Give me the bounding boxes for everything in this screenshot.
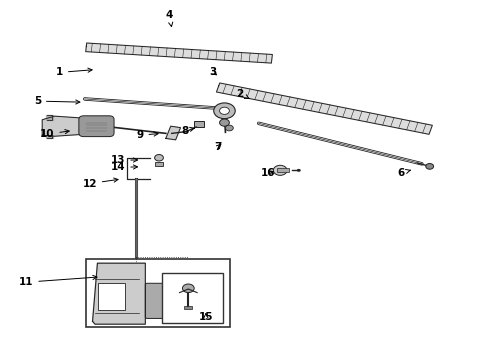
Bar <box>98 283 125 310</box>
Polygon shape <box>166 126 180 140</box>
Polygon shape <box>42 116 88 136</box>
Polygon shape <box>93 263 146 324</box>
Text: 9: 9 <box>136 130 158 140</box>
Circle shape <box>273 165 287 175</box>
Polygon shape <box>46 135 53 138</box>
Circle shape <box>220 107 229 114</box>
Polygon shape <box>86 43 272 63</box>
Text: 1: 1 <box>56 67 92 77</box>
Bar <box>194 121 204 127</box>
Circle shape <box>220 119 229 126</box>
Text: 12: 12 <box>82 178 118 189</box>
Text: 10: 10 <box>40 129 69 139</box>
Text: 13: 13 <box>111 155 138 165</box>
Text: 2: 2 <box>237 89 249 99</box>
Bar <box>277 168 289 172</box>
Circle shape <box>182 284 194 293</box>
Circle shape <box>426 163 434 169</box>
Text: 7: 7 <box>215 142 222 152</box>
Text: 3: 3 <box>210 67 217 77</box>
Text: 11: 11 <box>19 275 97 287</box>
Bar <box>162 273 223 323</box>
Polygon shape <box>217 83 432 134</box>
FancyBboxPatch shape <box>146 283 164 319</box>
Bar <box>155 162 163 166</box>
Text: 5: 5 <box>34 96 80 106</box>
Bar <box>86 259 230 327</box>
FancyBboxPatch shape <box>79 116 114 136</box>
Circle shape <box>225 125 233 131</box>
Text: 16: 16 <box>261 168 276 178</box>
Text: 15: 15 <box>198 312 213 322</box>
Text: 6: 6 <box>398 168 411 178</box>
Text: 14: 14 <box>111 162 138 172</box>
Bar <box>184 306 192 309</box>
Bar <box>133 271 139 275</box>
Circle shape <box>214 103 235 119</box>
Text: 4: 4 <box>166 10 173 27</box>
Polygon shape <box>46 116 53 120</box>
Text: 8: 8 <box>182 126 195 135</box>
Circle shape <box>155 154 163 161</box>
Circle shape <box>297 169 301 172</box>
